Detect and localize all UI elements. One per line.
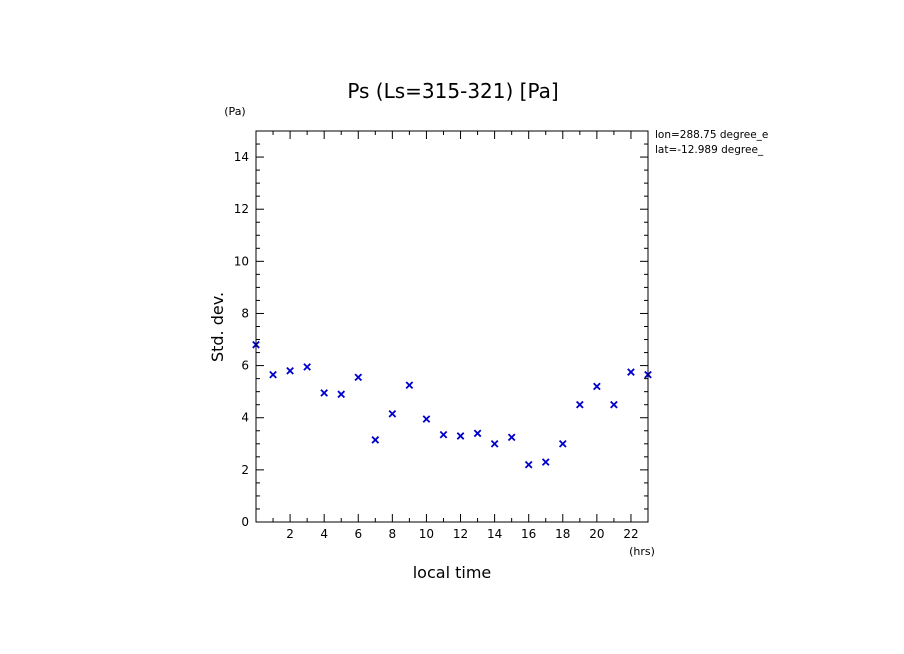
- data-point: [610, 400, 618, 409]
- y-axis-label: Std. dev.: [208, 292, 227, 362]
- x-tick-label: 2: [286, 527, 294, 541]
- y-tick-label: 10: [234, 254, 249, 268]
- x-unit-label: (hrs): [629, 545, 655, 558]
- data-point: [627, 368, 635, 376]
- data-point-stroke-b: [371, 436, 380, 444]
- data-point-stroke-b: [337, 390, 346, 399]
- data-points: [252, 340, 652, 469]
- data-point-stroke-b: [405, 381, 414, 389]
- y-tick-label: 2: [241, 463, 249, 477]
- x-tick-label: 14: [487, 527, 502, 541]
- data-point-stroke-b: [320, 389, 329, 397]
- data-point: [371, 436, 380, 444]
- y-unit-label: (Pa): [224, 105, 245, 118]
- y-tick-label: 4: [241, 411, 249, 425]
- data-point: [354, 373, 363, 382]
- data-point: [558, 439, 567, 448]
- data-point-stroke-b: [456, 432, 465, 440]
- data-point-stroke-b: [558, 439, 567, 448]
- x-tick-label: 22: [623, 527, 638, 541]
- x-tick-label: 8: [389, 527, 397, 541]
- x-tick-label: 4: [320, 527, 328, 541]
- x-tick-label: 12: [453, 527, 468, 541]
- data-point: [337, 390, 346, 399]
- data-point-stroke-b: [490, 439, 499, 448]
- annotation-lat: lat=-12.989 degree_: [655, 144, 764, 156]
- data-point-stroke-b: [610, 400, 618, 409]
- data-point-stroke-b: [388, 409, 397, 418]
- x-axis-label: local time: [413, 563, 492, 582]
- data-point-stroke-b: [286, 366, 294, 375]
- data-point-stroke-b: [507, 433, 516, 442]
- data-point: [473, 429, 482, 438]
- data-point: [575, 400, 584, 409]
- data-point: [456, 432, 465, 440]
- y-tick-label: 12: [234, 202, 249, 216]
- data-point-stroke-b: [627, 368, 635, 376]
- data-point: [269, 370, 277, 379]
- data-point: [320, 389, 329, 397]
- y-tick-label: 8: [241, 306, 249, 320]
- plot-frame: [255, 130, 649, 523]
- data-point: [541, 458, 550, 466]
- x-tick-label: 18: [555, 527, 570, 541]
- data-point-stroke-b: [473, 429, 482, 438]
- x-tick-label: 6: [354, 527, 362, 541]
- data-point: [593, 382, 601, 391]
- x-tick-label: 20: [589, 527, 604, 541]
- data-point-stroke-b: [269, 370, 277, 379]
- x-tick-label: 10: [419, 527, 434, 541]
- data-point: [524, 460, 533, 469]
- data-point-stroke-b: [422, 415, 431, 423]
- data-point-stroke-b: [541, 458, 550, 466]
- data-point-stroke-b: [439, 430, 448, 439]
- annotation-clip-mask: [780, 125, 810, 160]
- data-point: [388, 409, 397, 418]
- data-point: [286, 366, 294, 375]
- data-point: [422, 415, 431, 423]
- annotation-lon: lon=288.75 degree_e: [655, 129, 768, 141]
- data-point: [405, 381, 414, 389]
- y-tick-label: 0: [241, 515, 249, 529]
- data-point: [507, 433, 516, 442]
- data-point: [490, 439, 499, 448]
- x-tick-label: 16: [521, 527, 536, 541]
- data-point-stroke-b: [303, 363, 311, 371]
- data-point-stroke-b: [354, 373, 363, 382]
- y-tick-label: 14: [234, 150, 249, 164]
- axis-ticks: 2 4 6 8 10 12 14 16 18 20 22 0 2 4 6 8 10 12 14: [234, 130, 649, 541]
- data-point: [303, 363, 311, 371]
- data-point-stroke-b: [593, 382, 601, 391]
- chart-title: Ps (Ls=315-321) [Pa]: [347, 79, 558, 103]
- data-point-stroke-b: [575, 400, 584, 409]
- y-tick-label: 6: [241, 359, 249, 373]
- data-point-stroke-b: [524, 460, 533, 469]
- data-point: [439, 430, 448, 439]
